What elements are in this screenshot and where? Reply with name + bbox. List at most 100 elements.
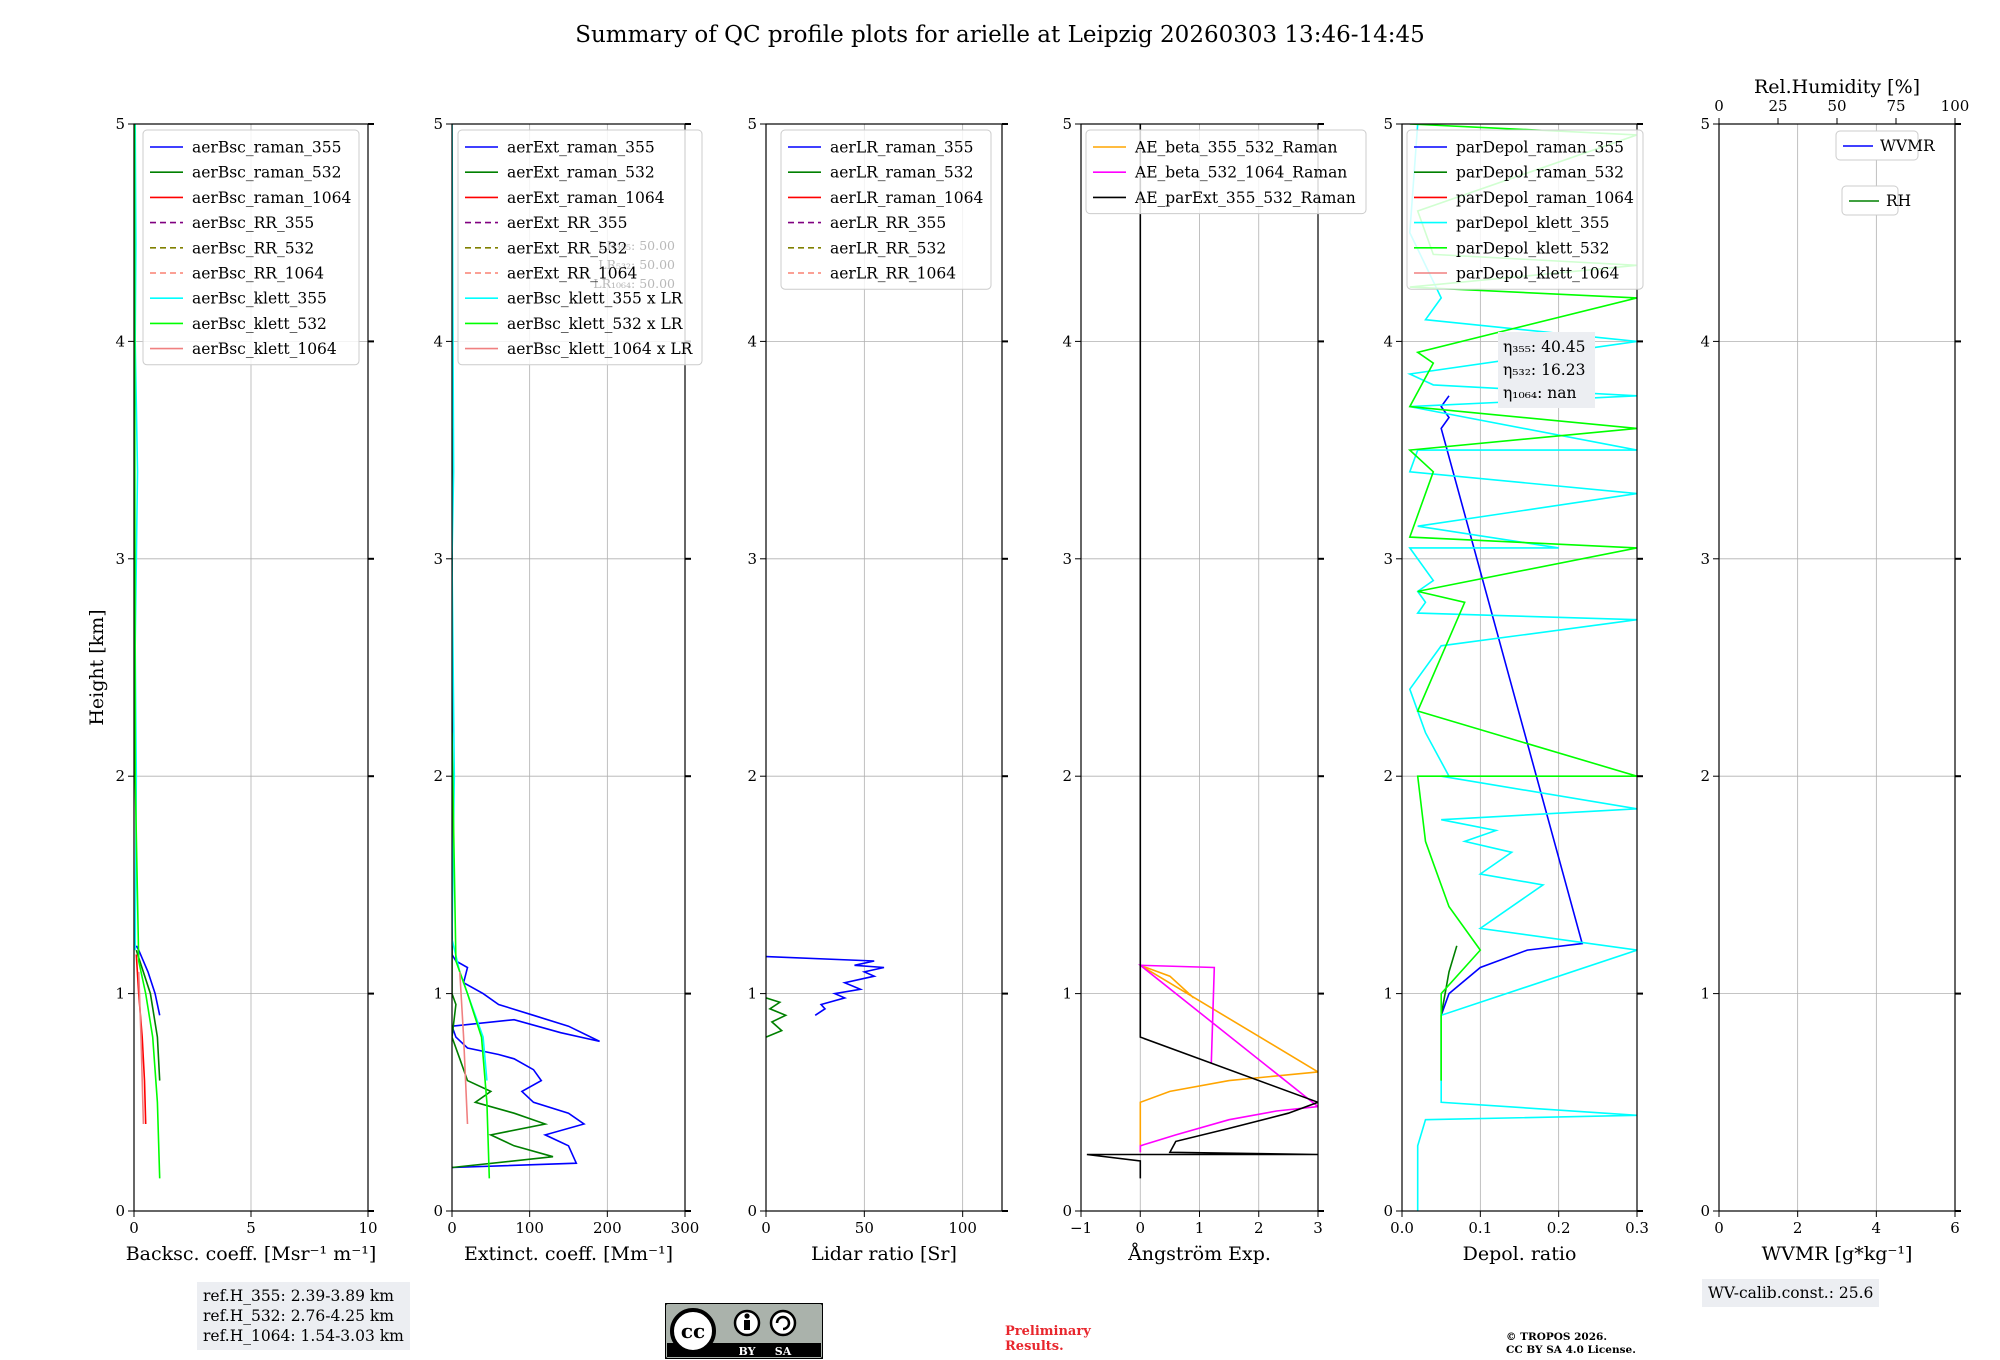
axes-frame [1401,123,1638,1212]
y-tick-label: 3 [433,550,443,568]
legend-label: aerBsc_RR_532 [192,239,314,257]
legend-label: aerBsc_raman_1064 [192,189,352,207]
series-ae-beta-532-1064-raman [1137,964,1318,1153]
y-tick-label: 5 [433,115,443,133]
preliminary-line-1: Preliminary [1005,1324,1091,1339]
preliminary-line-2: Results. [1005,1339,1064,1354]
x-tick-label: 10 [358,1219,377,1237]
x2-tick-label: 75 [1886,97,1905,115]
y-tick-label: 0 [1383,1202,1393,1220]
legend-label: aerLR_raman_1064 [830,189,983,207]
refh-line-355: ref.H_355: 2.39-3.89 km [203,1287,394,1305]
x-tick-label: 0.2 [1547,1219,1571,1237]
y-tick-label: 1 [1383,985,1393,1003]
wv-calib-text: WV-calib.const.: 25.6 [1708,1284,1874,1302]
legend-label: parDepol_raman_355 [1456,139,1624,157]
legend-depolarization: parDepol_raman_355 parDepol_raman_532 parD… [1406,129,1644,290]
cc-sa-text: SA [775,1345,792,1358]
x-axis-label: Backsc. coeff. [Msr⁻¹ m⁻¹] [126,1243,377,1265]
eta-text: η₅₃₂: 16.23 [1503,361,1585,379]
series-ae-beta-355-532-raman [1139,964,1318,1153]
x-axis-label: Ångström Exp. [1127,1243,1271,1265]
y-tick-label: 0 [115,1202,125,1220]
y-tick-label: 0 [747,1202,757,1220]
series-aerbsc-klett-532 [134,124,161,1179]
legend-label: parDepol_klett_1064 [1456,265,1619,283]
y-tick-label: 2 [1383,767,1393,785]
legend-box [1406,129,1644,290]
preliminary-note: Preliminary Results. [1005,1324,1091,1354]
cc-by-text: BY [739,1345,756,1358]
legend-label: AE_beta_355_532_Raman [1134,139,1337,157]
series-aerbsc-klett-532-x-lr [452,732,491,1179]
x-tick-label: 0 [1135,1219,1145,1237]
legend-label: aerBsc_klett_532 x LR [507,315,684,333]
y-tick-label: 0 [1700,1202,1710,1220]
x-tick-label: −1 [1070,1219,1092,1237]
series-aerbsc-klett-1064-x-lr [459,971,469,1125]
x2-axis-label: Rel.Humidity [%] [1754,76,1920,98]
x-tick-label: 2 [1254,1219,1264,1237]
y-tick-label: 1 [115,985,125,1003]
y-tick-label: 5 [1062,115,1072,133]
series-aerbsc-klett-355 [134,124,139,951]
y-tick-label: 5 [747,115,757,133]
x-tick-label: 0.1 [1468,1219,1492,1237]
x-tick-label: 100 [948,1219,977,1237]
x-tick-label: 4 [1872,1219,1882,1237]
legend-lidar-ratio: aerLR_raman_355 aerLR_raman_532 aerLR_rama… [780,129,992,290]
eta-annotation: η₃₅₅: 40.45 η₅₃₂: 16.23 η₁₀₆₄: nan [1498,332,1595,408]
legend-label: aerBsc_klett_355 [192,290,327,308]
legend-wvmr: WVMR [1835,130,1936,161]
x-tick-label: 3 [1313,1219,1323,1237]
x-tick-label: 5 [246,1219,256,1237]
x-tick-label: 0 [129,1219,139,1237]
series-ae-parext-355-532-raman [1086,124,1318,1179]
panel-lidar-ratio: 0 50 100 0 1 2 3 4 5 Lidar ratio [Sr] aerLR_raman_… [747,115,1008,1265]
legend-label: WVMR [1880,137,1936,155]
refh-line-532: ref.H_532: 2.76-4.25 km [203,1307,394,1325]
x-axis-label: Extinct. coeff. [Mm⁻¹] [464,1243,673,1265]
y-tick-label: 2 [1062,767,1072,785]
series-aerlr-raman-355 [766,955,885,1016]
legend-box [457,129,703,366]
cc-text: cc [681,1319,705,1343]
axes-frame [765,123,1003,1212]
y-tick-label: 5 [115,115,125,133]
series-aerbsc-raman-1064 [135,954,147,1125]
lr-setting-text: LR₅₃₂: 50.00 [598,257,675,272]
x-tick-label: 50 [855,1219,874,1237]
legend-label: aerExt_raman_532 [507,164,655,182]
legend-label: aerLR_raman_532 [830,164,973,182]
refh-line-1064: ref.H_1064: 1.54-3.03 km [203,1327,404,1345]
legend-label: aerExt_RR_355 [507,214,628,232]
y-tick-label: 2 [433,767,443,785]
annotation-box [1498,332,1595,408]
panel-wvmr: 0 2 4 6 0 1 2 3 4 5 WVMR [g*kg⁻¹] 0 25 50 75 100 Rel.Hum… [1700,76,1969,1265]
y-tick-label: 2 [747,767,757,785]
legend-label: aerBsc_klett_355 x LR [507,290,684,308]
y-tick-label: 4 [747,332,757,350]
series-pardepol-raman-355 [1440,395,1584,1016]
x-tick-label: 0 [1714,1219,1724,1237]
y-tick-label: 4 [1700,332,1710,350]
x2-tick-label: 100 [1941,97,1970,115]
legend-box [1835,130,1919,161]
x-tick-label: 0.3 [1625,1219,1649,1237]
x-axis-label: Depol. ratio [1463,1243,1577,1265]
y-tick-label: 3 [115,550,125,568]
x-tick-label: 0 [761,1219,771,1237]
y-tick-label: 4 [1383,332,1393,350]
eta-text: η₁₀₆₄: nan [1503,384,1577,402]
x-tick-label: 0.0 [1390,1219,1414,1237]
copyright-line-1: © TROPOS 2026. [1506,1331,1608,1343]
legend-label: parDepol_klett_532 [1456,239,1609,257]
series-aerbsc-klett-355-x-lr [452,124,488,1081]
refh-box: ref.H_355: 2.39-3.89 km ref.H_532: 2.76-… [197,1282,410,1350]
legend-label: parDepol_klett_355 [1456,214,1609,232]
legend-label: parDepol_raman_532 [1456,164,1624,182]
legend-label: aerLR_RR_532 [830,239,946,257]
x-tick-label: 100 [515,1219,544,1237]
